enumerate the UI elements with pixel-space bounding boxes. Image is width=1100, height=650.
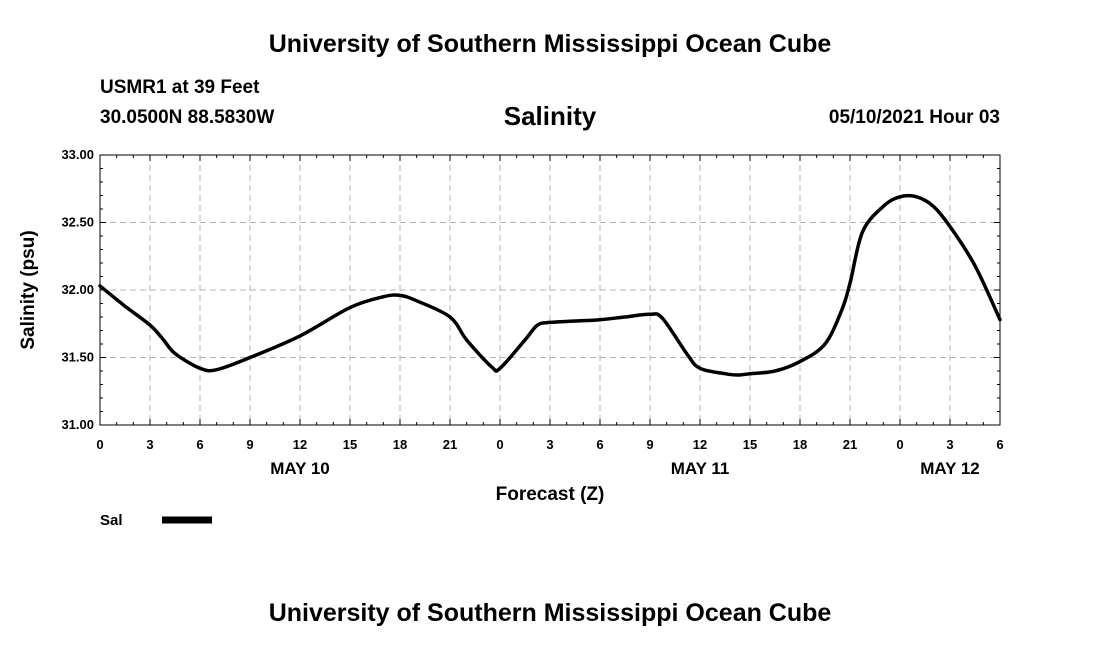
x-tick-label: 9 <box>246 437 253 452</box>
y-tick-label: 32.00 <box>61 282 94 297</box>
y-tick-label: 32.50 <box>61 215 94 230</box>
series-line-sal <box>98 193 1002 377</box>
x-tick-label: 6 <box>196 437 203 452</box>
x-tick-label: 3 <box>546 437 553 452</box>
x-tick-label: 0 <box>96 437 103 452</box>
x-tick-label: 6 <box>596 437 603 452</box>
y-tick-label: 33.00 <box>61 147 94 162</box>
x-tick-label: 9 <box>646 437 653 452</box>
x-tick-label: 12 <box>693 437 707 452</box>
x-tick-label: 18 <box>393 437 407 452</box>
parameter-title: Salinity <box>503 101 597 131</box>
x-tick-label: 18 <box>793 437 807 452</box>
x-tick-label: 21 <box>843 437 857 452</box>
day-label: MAY 12 <box>920 459 980 478</box>
y-tick-label: 31.00 <box>61 417 94 432</box>
x-tick-label: 15 <box>743 437 757 452</box>
x-tick-label: 3 <box>946 437 953 452</box>
x-tick-label: 12 <box>293 437 307 452</box>
grid-lines <box>100 155 1000 425</box>
y-tick-label: 31.50 <box>61 350 94 365</box>
chart-title-top: University of Southern Mississippi Ocean… <box>268 30 832 58</box>
axis-ticks: 31.00 31.50 32.00 32.50 33.00 0 3 6 9 12 15 18 21 0 3 6… <box>61 147 1003 478</box>
chart-title-bottom: University of Southern Mississippi Ocean… <box>268 599 832 627</box>
x-tick-label: 3 <box>146 437 153 452</box>
x-tick-label: 0 <box>496 437 503 452</box>
y-axis-label: Salinity (psu) <box>18 230 39 349</box>
x-tick-label: 6 <box>996 437 1003 452</box>
x-tick-label: 15 <box>343 437 357 452</box>
x-tick-label: 0 <box>896 437 903 452</box>
legend-label: Sal <box>100 512 123 529</box>
station-label: USMR1 at 39 Feet <box>100 77 260 98</box>
day-label: MAY 10 <box>270 459 330 478</box>
x-tick-label: 21 <box>443 437 457 452</box>
x-axis-label: Forecast (Z) <box>496 484 605 505</box>
forecast-datetime: 05/10/2021 Hour 03 <box>828 107 1000 128</box>
day-label: MAY 11 <box>671 459 730 478</box>
coordinates-label: 30.0500N 88.5830W <box>100 107 275 128</box>
series-layer <box>98 193 1002 377</box>
